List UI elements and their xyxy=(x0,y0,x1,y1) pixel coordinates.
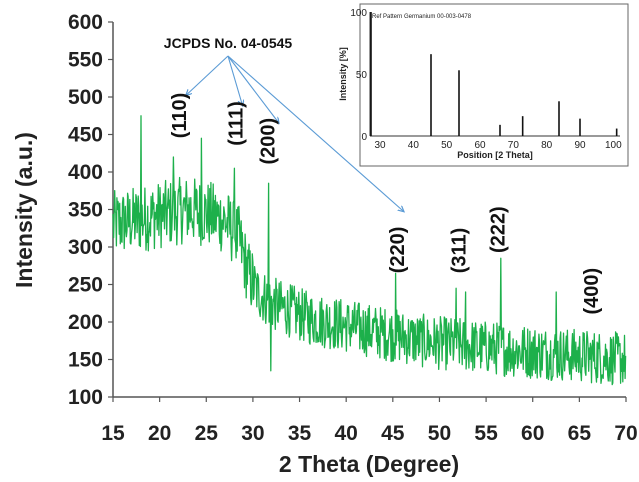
main-y-tick-labels: 100 150 200 250 300 350 400 450 500 550 600 xyxy=(68,11,103,409)
main-y-axis-label: Intensity (a.u.) xyxy=(11,132,37,288)
main-x-axis-label: 2 Theta (Degree) xyxy=(279,451,459,477)
x-tick-label: 60 xyxy=(521,422,544,445)
y-tick-label: 100 xyxy=(68,386,103,409)
jcpds-arrow xyxy=(186,55,229,96)
inset-x-tick-label: 60 xyxy=(474,140,486,151)
y-tick-label: 450 xyxy=(68,124,103,147)
inset-bars xyxy=(370,12,618,136)
jcpds-arrows xyxy=(186,55,404,212)
inset-x-tick-label: 90 xyxy=(574,140,586,151)
inset-x-tick-label: 100 xyxy=(605,140,622,151)
inset-title: Ref Pattern Germanium 00-003-0478 xyxy=(372,14,472,20)
main-tick-marks xyxy=(108,21,627,402)
x-tick-label: 55 xyxy=(474,422,498,445)
jcpds-arrow xyxy=(227,55,404,212)
y-tick-label: 150 xyxy=(68,349,103,372)
miller-index-label: (311) xyxy=(449,228,471,274)
y-tick-label: 400 xyxy=(68,161,103,184)
main-x-tick-labels: 15 20 25 30 35 40 45 50 55 60 65 70 xyxy=(101,422,637,445)
jcpds-arrow xyxy=(227,55,279,123)
x-tick-label: 20 xyxy=(148,422,171,445)
x-tick-label: 70 xyxy=(614,422,637,445)
x-tick-label: 50 xyxy=(428,422,451,445)
inset-x-tick-label: 70 xyxy=(508,140,520,151)
miller-index-label: (110) xyxy=(169,93,191,139)
y-tick-label: 250 xyxy=(68,274,103,297)
inset-frame xyxy=(359,3,629,167)
inset-x-tick-label: 30 xyxy=(374,140,386,151)
y-tick-label: 500 xyxy=(68,86,103,109)
miller-index-label: (200) xyxy=(257,118,279,165)
y-tick-label: 200 xyxy=(68,311,103,334)
y-tick-label: 300 xyxy=(68,236,103,259)
x-tick-label: 15 xyxy=(101,422,125,445)
inset-x-tick-label: 40 xyxy=(408,140,420,151)
miller-index-label: (400) xyxy=(581,268,603,315)
x-tick-label: 65 xyxy=(568,422,592,445)
jcpds-arrow xyxy=(227,55,243,106)
inset-y-tick-labels: 0 50 100 xyxy=(350,8,367,143)
x-tick-label: 35 xyxy=(288,422,312,445)
inset-y-axis-label: Intensity [%] xyxy=(338,47,348,101)
inset-x-tick-labels: 30 40 50 60 70 80 90 100 xyxy=(374,140,622,151)
y-tick-label: 350 xyxy=(68,199,103,222)
miller-index-label: (111) xyxy=(226,101,248,145)
x-tick-label: 30 xyxy=(241,422,264,445)
miller-index-label: (222) xyxy=(488,206,510,253)
inset-x-tick-label: 80 xyxy=(541,140,553,151)
x-tick-label: 40 xyxy=(335,422,358,445)
inset-y-tick-label: 0 xyxy=(361,132,367,143)
inset-x-tick-label: 50 xyxy=(441,140,453,151)
inset-reference-pattern: Ref Pattern Germanium 00-003-0478 30 40 50… xyxy=(338,3,629,167)
inset-x-axis-label: Position [2 Theta] xyxy=(457,150,533,160)
miller-index-labels: (110) (111) (200) (220) (311) (222) (400) xyxy=(169,93,603,315)
jcpds-reference-label: JCPDS No. 04-0545 xyxy=(164,35,293,51)
y-tick-label: 550 xyxy=(68,49,103,72)
x-tick-label: 45 xyxy=(381,422,405,445)
y-tick-label: 600 xyxy=(68,11,103,34)
miller-index-label: (220) xyxy=(387,227,409,274)
inset-y-tick-label: 50 xyxy=(356,70,368,81)
inset-y-tick-label: 100 xyxy=(350,8,367,19)
x-tick-label: 25 xyxy=(195,422,219,445)
xrd-intensity-line xyxy=(112,115,627,386)
